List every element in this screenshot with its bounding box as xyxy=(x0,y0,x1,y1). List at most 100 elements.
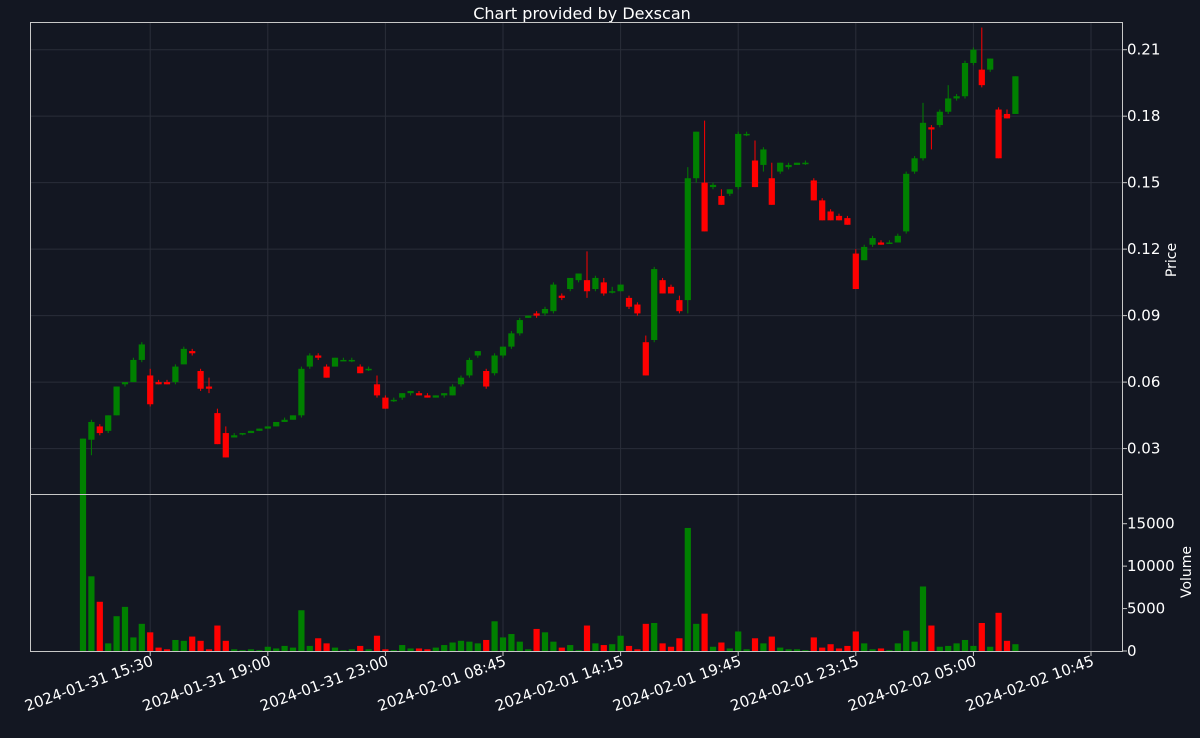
volume-bar xyxy=(936,646,943,651)
candle-body xyxy=(256,428,263,431)
volume-bar xyxy=(667,646,675,651)
volume-bar xyxy=(819,647,826,651)
volume-bar xyxy=(441,645,448,651)
volume-bar xyxy=(415,648,423,651)
candle-body xyxy=(777,162,784,172)
volume-bar xyxy=(407,648,414,651)
volume-tick-label: 5000 xyxy=(1127,600,1165,618)
candle-body xyxy=(617,284,624,292)
volume-bar xyxy=(348,649,355,651)
candle xyxy=(399,393,406,400)
volume-bar xyxy=(323,643,330,651)
candle-body xyxy=(877,242,885,245)
volume-bar xyxy=(894,643,901,651)
volume-bar xyxy=(373,635,381,651)
candle-body xyxy=(810,180,817,201)
candle-body xyxy=(541,308,549,314)
candle-body xyxy=(105,415,112,431)
candle xyxy=(718,189,725,205)
grid xyxy=(30,22,1122,651)
chart-title: Chart provided by Dexscan xyxy=(473,4,691,23)
candle-body xyxy=(1003,113,1011,119)
candle-body xyxy=(978,69,985,86)
volume-bar xyxy=(684,527,691,651)
candle-body xyxy=(239,433,246,435)
volume-bar xyxy=(911,641,918,651)
candle xyxy=(163,379,171,385)
candle-body xyxy=(869,238,876,245)
candle-body xyxy=(819,200,826,221)
candle xyxy=(357,364,364,374)
volume-bar xyxy=(466,641,473,651)
volume-bar xyxy=(247,649,255,651)
candle-body xyxy=(743,133,750,136)
price-tick-label: 0.18 xyxy=(1127,107,1160,125)
candle-body xyxy=(483,371,490,387)
candle-body xyxy=(130,359,137,383)
volume-bar xyxy=(835,648,843,651)
candle-body xyxy=(231,435,238,438)
candle xyxy=(903,171,910,234)
volume-bar xyxy=(735,631,742,651)
volume-bar xyxy=(987,646,994,651)
candle-body xyxy=(432,395,439,398)
candle-body xyxy=(499,346,507,356)
candle xyxy=(88,419,95,456)
candle-body xyxy=(886,242,893,244)
candle-body xyxy=(121,382,129,385)
volume-bar xyxy=(550,641,557,651)
candle-body xyxy=(491,355,498,374)
candle xyxy=(256,428,263,431)
candle-body xyxy=(508,333,515,347)
candle-body xyxy=(634,304,641,314)
price-tick-label: 0.12 xyxy=(1127,240,1160,258)
volume-bars xyxy=(79,494,1019,651)
candle-body xyxy=(180,348,187,365)
candle-body xyxy=(189,351,196,354)
volume-bar xyxy=(315,638,322,651)
candle-body xyxy=(281,419,288,422)
candle xyxy=(323,364,330,378)
candle xyxy=(894,233,901,243)
candle xyxy=(96,424,103,436)
candle-body xyxy=(861,246,868,261)
candle xyxy=(449,384,456,396)
volume-bar xyxy=(516,641,523,651)
candle xyxy=(793,162,801,165)
candle-body xyxy=(163,382,171,385)
volume-bar xyxy=(525,649,532,651)
volume-bar xyxy=(483,639,490,651)
volume-bar xyxy=(877,648,885,651)
candle xyxy=(516,317,523,336)
candle xyxy=(869,235,876,247)
volume-bar xyxy=(760,643,767,651)
volume-bar xyxy=(533,628,540,651)
candle-body xyxy=(441,393,448,396)
candle xyxy=(147,368,154,407)
volume-bar xyxy=(600,645,607,651)
candle xyxy=(508,331,515,349)
candle-body xyxy=(987,58,994,70)
candle-body xyxy=(961,62,969,97)
candle xyxy=(802,160,809,165)
candle-body xyxy=(718,195,725,205)
volume-bar xyxy=(693,623,700,651)
volume-bar xyxy=(743,649,750,651)
candle-body xyxy=(852,253,859,290)
volume-tick-label: 0 xyxy=(1127,642,1137,660)
volume-bar xyxy=(886,650,893,651)
candle xyxy=(827,209,834,221)
candle-body xyxy=(155,382,162,385)
candle-body xyxy=(625,297,633,307)
candle xyxy=(684,167,691,314)
candle xyxy=(676,295,683,314)
candle xyxy=(138,342,145,363)
candle-body xyxy=(79,438,87,494)
candle xyxy=(180,346,187,365)
volume-bar xyxy=(793,649,801,651)
candle-body xyxy=(407,390,414,394)
candle xyxy=(995,107,1002,159)
volume-bar xyxy=(827,644,834,651)
candle-body xyxy=(474,351,481,356)
